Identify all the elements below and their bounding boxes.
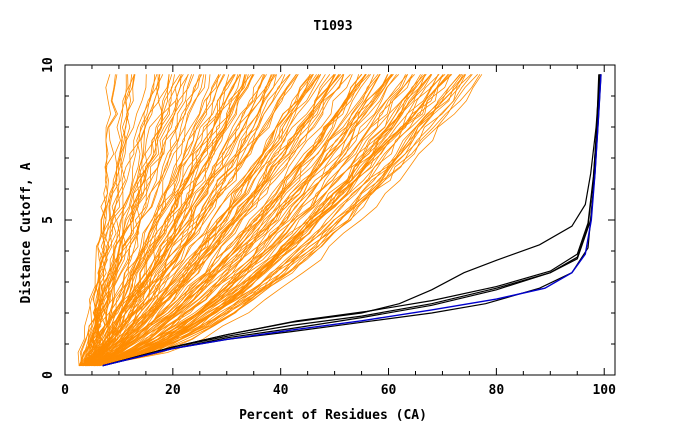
- x-tick-label: 100: [592, 383, 616, 398]
- orange-curve: [81, 74, 230, 366]
- x-axis-label: Percent of Residues (CA): [239, 408, 427, 423]
- orange-curve: [84, 74, 211, 366]
- orange-curve: [96, 74, 317, 367]
- orange-curve: [89, 74, 478, 367]
- orange-curve: [78, 74, 247, 366]
- orange-curve: [81, 74, 392, 367]
- blue-curve: [102, 74, 602, 367]
- orange-curve: [86, 74, 366, 367]
- orange-curve: [88, 74, 276, 367]
- orange-curve: [95, 74, 326, 367]
- orange-curve: [80, 74, 182, 366]
- orange-curve: [98, 74, 432, 367]
- x-tick-label: 20: [165, 383, 181, 398]
- orange-curve: [79, 74, 450, 367]
- orange-curve: [94, 74, 461, 367]
- orange-curve: [97, 74, 421, 367]
- y-tick-label: 0: [41, 371, 56, 379]
- orange-curve: [85, 74, 367, 367]
- orange-curve: [92, 74, 273, 366]
- orange-curve: [79, 74, 427, 367]
- orange-curve: [80, 74, 394, 367]
- orange-curve: [79, 74, 184, 366]
- orange-curve: [80, 74, 195, 366]
- chart-title: T1093: [313, 19, 352, 34]
- y-tick-label: 5: [41, 216, 56, 224]
- orange-curve: [86, 74, 449, 367]
- orange-curve: [87, 74, 291, 367]
- y-tick-label: 10: [41, 57, 56, 73]
- orange-curve: [79, 74, 201, 366]
- orange-curve: [88, 74, 351, 367]
- orange-curve: [83, 74, 331, 367]
- orange-curve: [98, 74, 372, 367]
- orange-curve: [85, 74, 427, 367]
- series-layer: [77, 74, 602, 367]
- orange-curve: [96, 74, 189, 366]
- y-axis-label: Distance Cutoff, A: [19, 162, 34, 303]
- x-tick-label: 40: [273, 383, 289, 398]
- orange-curve: [79, 74, 406, 367]
- x-tick-label: 80: [489, 383, 505, 398]
- orange-curve: [88, 74, 379, 367]
- orange-curve: [78, 74, 367, 367]
- orange-curve: [99, 74, 313, 367]
- orange-curve: [85, 74, 275, 366]
- orange-curve: [85, 74, 314, 366]
- orange-curve: [94, 74, 451, 367]
- orange-curve: [82, 74, 291, 367]
- orange-curve: [80, 74, 236, 366]
- orange-curve: [88, 74, 467, 367]
- orange-curve: [79, 74, 135, 366]
- orange-curve: [87, 74, 399, 367]
- orange-curve: [80, 74, 263, 366]
- orange-curve: [84, 74, 170, 366]
- orange-curve: [84, 74, 464, 367]
- orange-curve: [79, 74, 342, 367]
- orange-curve: [79, 74, 393, 367]
- orange-curve: [93, 74, 370, 367]
- orange-curve: [97, 74, 129, 366]
- orange-curve: [88, 74, 224, 366]
- x-tick-label: 0: [61, 383, 69, 398]
- orange-curve: [92, 74, 472, 367]
- orange-curve: [99, 74, 277, 367]
- orange-curve: [89, 74, 159, 366]
- orange-curve: [93, 74, 255, 366]
- orange-curve: [90, 74, 320, 367]
- orange-curve: [87, 74, 344, 367]
- orange-curve: [80, 74, 320, 367]
- ticks-layer: 0 20 40 60 80 100 0 5 10: [41, 57, 616, 398]
- black-curve: [102, 74, 601, 367]
- orange-curve: [83, 74, 353, 367]
- orange-curve: [97, 74, 220, 366]
- orange-curve: [97, 74, 483, 367]
- orange-curve: [79, 74, 203, 366]
- orange-curve: [85, 74, 136, 366]
- orange-curve: [89, 74, 254, 366]
- orange-curve: [90, 74, 321, 367]
- orange-curve: [96, 74, 473, 367]
- orange-curve: [88, 74, 481, 367]
- orange-curve: [86, 74, 221, 366]
- orange-curve: [78, 74, 283, 366]
- x-tick-label: 60: [381, 383, 397, 398]
- orange-curve: [78, 74, 252, 366]
- orange-curve: [85, 74, 366, 367]
